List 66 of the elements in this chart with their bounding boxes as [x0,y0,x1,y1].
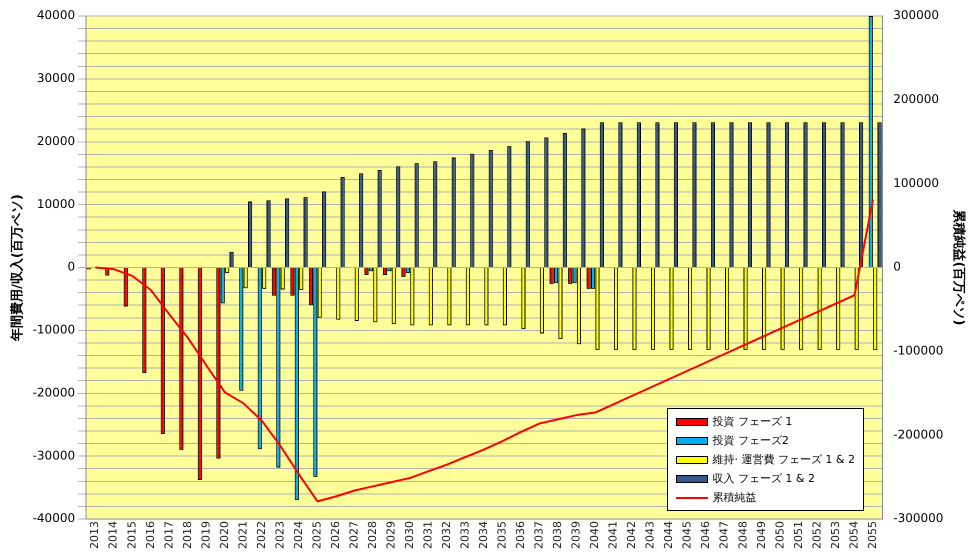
x-tick-label: 2053 [828,521,842,550]
x-tick-label: 2020 [218,521,231,550]
y2-tick-label: -100000 [893,343,944,358]
x-tick-label: 2014 [106,521,120,550]
x-tick-label: 2032 [440,521,454,550]
y-tick-label: -20000 [32,385,76,400]
legend-label: 収入 フェーズ 1 & 2 [712,471,815,486]
x-tick-label: 2016 [144,521,157,550]
y2-tick-label: 0 [893,260,901,274]
x-tick-label: 2038 [551,521,564,550]
x-tick-label: 2025 [310,521,324,550]
x-tick-label: 2036 [514,521,528,550]
y2-tick-label: -300000 [893,511,944,526]
y-tick-label: 20000 [36,134,76,148]
x-tick-label: 2051 [792,521,805,550]
y-tick-label: 0 [67,260,76,274]
x-tick-label: 2041 [606,521,620,550]
x-tick-label: 2021 [236,521,250,550]
x-tick-label: 2030 [402,521,416,550]
x-tick-label: 2015 [125,521,138,550]
x-tick-label: 2026 [328,521,342,550]
x-tick-label: 2044 [662,521,676,550]
y2-tick-label: 200000 [893,92,940,106]
x-tick-label: 2022 [254,521,268,550]
y-tick-label: 10000 [36,196,76,211]
y-tick-label: 40000 [36,8,76,22]
y-tick-label: 30000 [36,71,76,85]
x-tick-label: 2037 [532,521,546,550]
x-tick-label: 2042 [625,521,638,550]
x-tick-label: 2031 [421,521,434,550]
x-tick-label: 2027 [347,521,360,550]
y-tick-label: -30000 [32,448,76,462]
x-tick-label: 2017 [162,521,176,550]
x-tick-label: 2043 [644,521,657,550]
x-tick-label: 2045 [680,521,694,550]
x-tick-label: 2050 [773,521,786,550]
x-tick-label: 2055 [866,521,879,550]
x-tick-label: 2033 [458,521,472,550]
x-tick-label: 2013 [88,521,102,550]
y2-tick-label: 100000 [893,176,940,190]
x-tick-label: 2019 [199,521,212,550]
y2-tick-label: 300000 [893,8,940,22]
y-tick-label: -40000 [32,511,76,526]
x-tick-label: 2028 [366,521,379,550]
x-tick-label: 2046 [699,521,712,550]
legend-label: 維持· 運営費 フェーズ 1 & 2 [712,452,855,467]
x-tick-label: 2034 [477,521,490,550]
y-tick-label: -10000 [32,322,76,337]
legend-label: 投資 フェーズ2 [712,433,789,448]
x-tick-label: 2018 [180,521,194,550]
x-tick-label: 2029 [384,521,398,550]
y2-axis-title: 累積純益(百万ペソ) [950,208,966,326]
legend-label: 累積純益 [712,490,756,505]
x-tick-label: 2035 [496,521,509,550]
x-tick-label: 2024 [292,521,305,550]
y2-tick-label: -200000 [893,427,944,442]
x-tick-label: 2039 [570,521,583,550]
x-tick-label: 2054 [847,521,860,550]
x-tick-label: 2048 [736,521,750,550]
x-tick-label: 2040 [588,521,602,550]
y-axis-title: 年間費用/収入(百万ペソ) [9,194,26,342]
x-tick-label: 2052 [810,521,824,550]
x-tick-label: 2049 [754,521,768,550]
legend-label: 投資 フェーズ 1 [712,414,792,429]
x-tick-label: 2047 [718,521,731,550]
x-tick-label: 2023 [273,521,286,550]
